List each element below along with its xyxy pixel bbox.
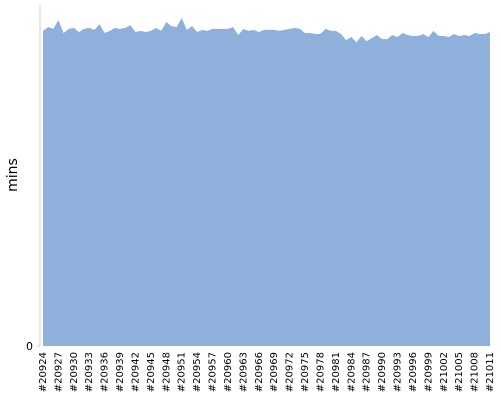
x-tick-label: #20936 xyxy=(100,352,111,392)
x-tick-label: #20981 xyxy=(331,352,342,392)
x-tick-label: #20993 xyxy=(393,352,404,392)
x-tick-label: #20978 xyxy=(315,352,326,392)
x-tick-label: #20927 xyxy=(53,352,64,392)
x-tick-label: #20930 xyxy=(69,352,80,392)
x-tick-label: #20972 xyxy=(285,352,296,392)
x-tick-label: #20969 xyxy=(269,352,280,392)
x-tick-label: #20951 xyxy=(177,352,188,392)
x-tick-label: #20954 xyxy=(192,352,203,392)
x-tick-label: #20987 xyxy=(362,352,373,392)
x-tick-label: #20942 xyxy=(130,352,141,392)
y-tick-label: 0 xyxy=(26,340,33,353)
x-tick-label: #20945 xyxy=(146,352,157,392)
x-tick-label: #20999 xyxy=(423,352,434,392)
x-tick-label: #20957 xyxy=(208,352,219,392)
x-tick-label: #20963 xyxy=(238,352,249,392)
x-tick-label: #20984 xyxy=(346,352,357,392)
x-tick-label: #21002 xyxy=(439,352,450,392)
x-tick-label: #21005 xyxy=(454,352,465,392)
x-tick-label: #20948 xyxy=(161,352,172,392)
x-tick-label: #20924 xyxy=(38,352,49,392)
x-tick-label: #20990 xyxy=(377,352,388,392)
x-tick-label: #21011 xyxy=(485,352,496,392)
x-tick-label: #21008 xyxy=(470,352,481,392)
x-tick-label: #20996 xyxy=(408,352,419,392)
x-tick-label: #20960 xyxy=(223,352,234,392)
x-tick-label: #20933 xyxy=(84,352,95,392)
x-tick-label: #20939 xyxy=(115,352,126,392)
x-tick-label: #20966 xyxy=(254,352,265,392)
y-axis-label: mins xyxy=(5,158,21,192)
x-tick-label: #20975 xyxy=(300,352,311,392)
area xyxy=(43,17,490,346)
